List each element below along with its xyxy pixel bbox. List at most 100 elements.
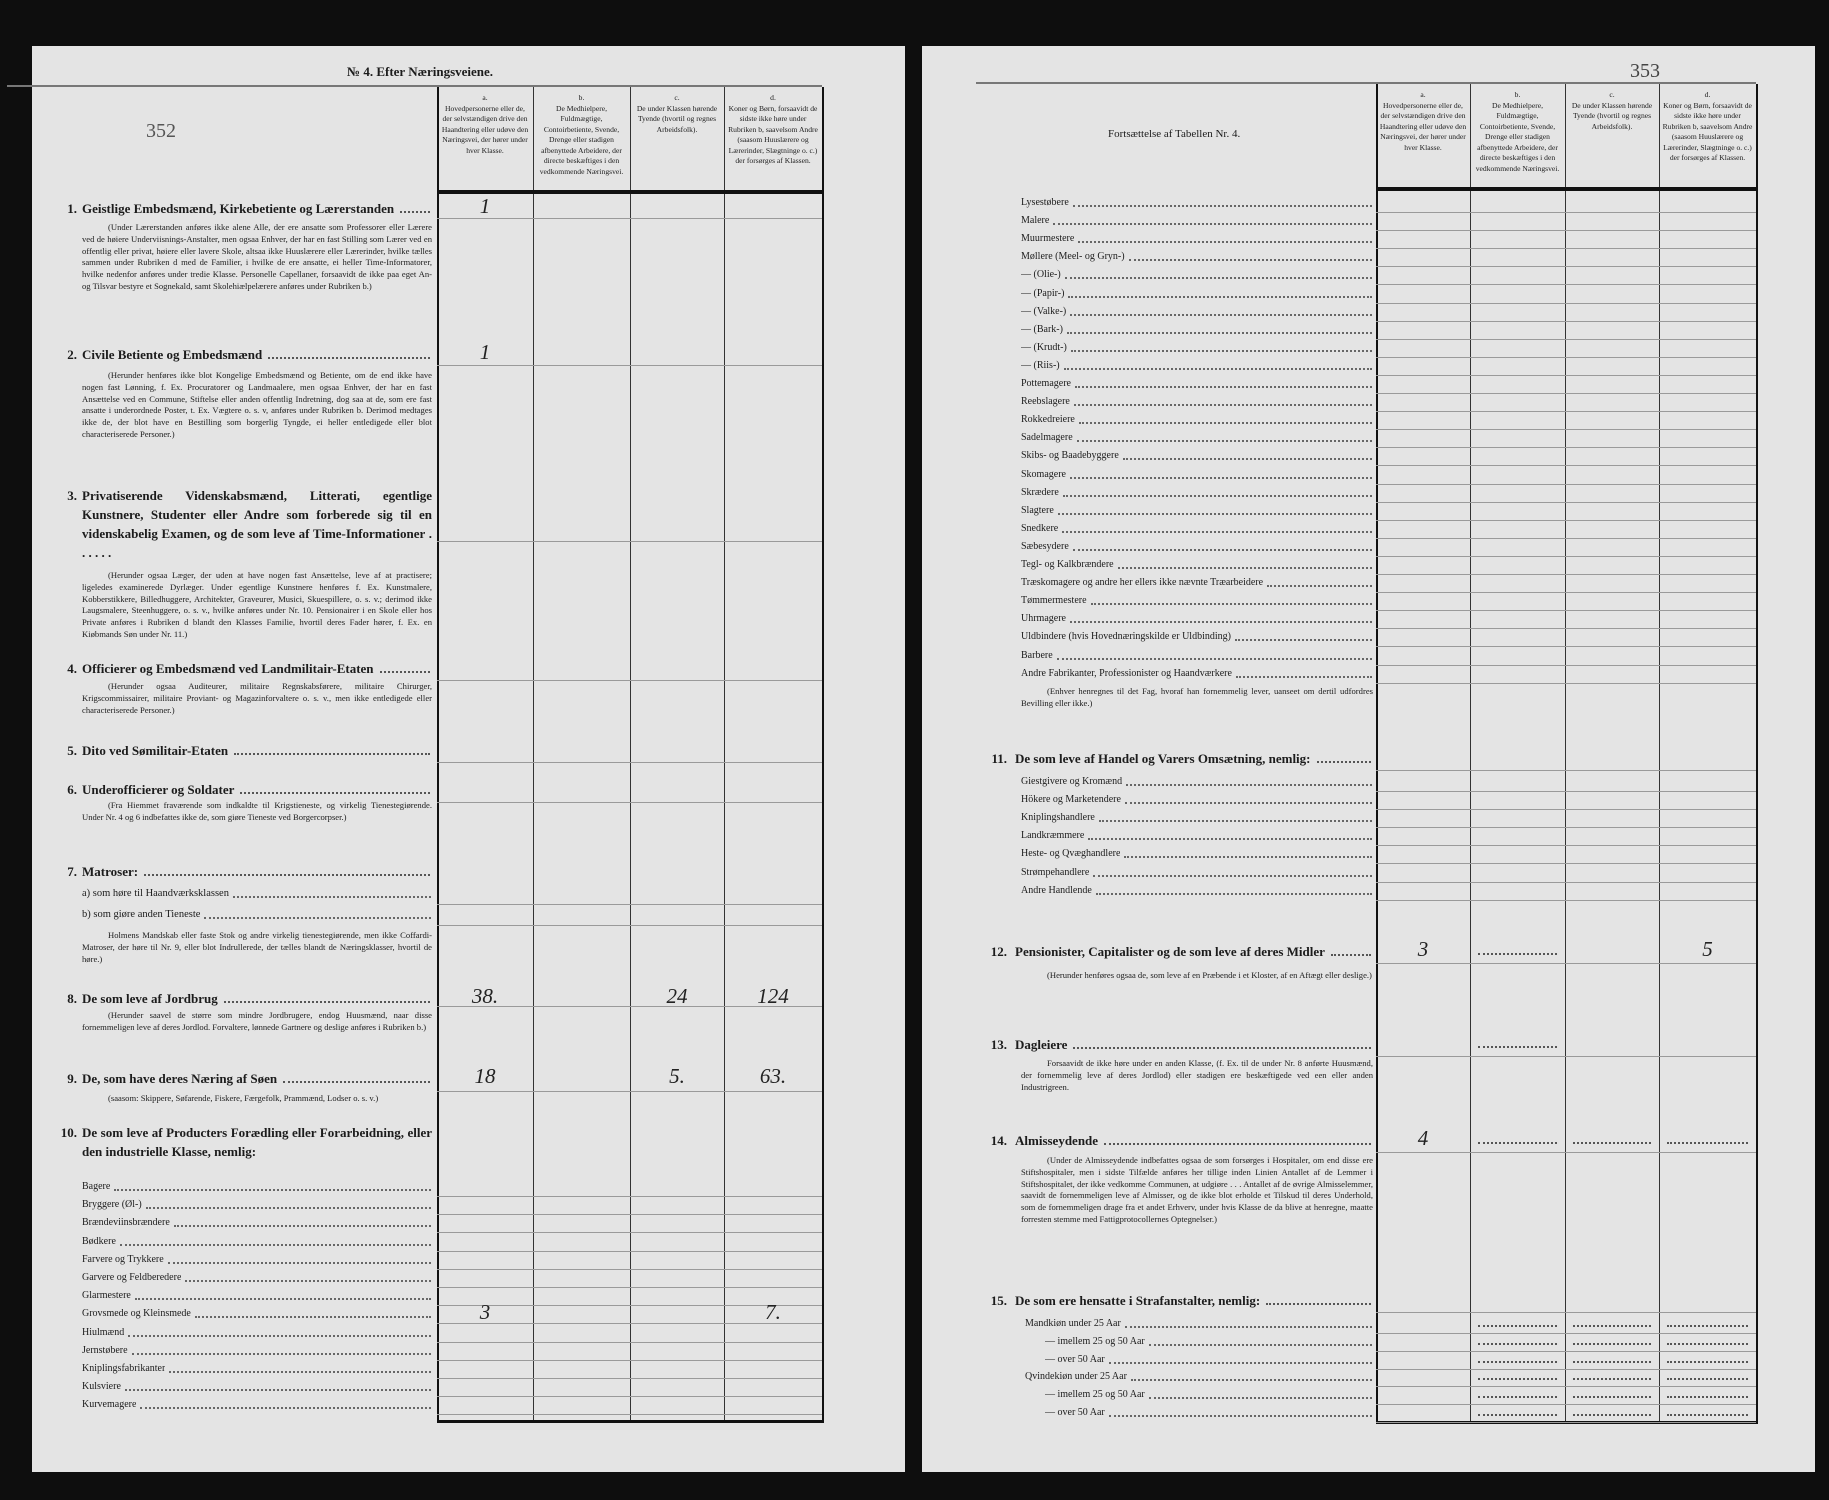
- leader-dots: [1124, 802, 1372, 805]
- right-row-rule: [1376, 266, 1756, 268]
- section-title: Civile Betiente og Embedsmænd: [82, 346, 432, 363]
- leader-dots: [204, 917, 431, 919]
- section-note: (Herunder saavel de større som mindre Jo…: [82, 1010, 432, 1032]
- label-text: Giestgivere og Kromænd: [1021, 776, 1123, 787]
- section-note: (Herunder henføres ogsaa de, som leve af…: [1047, 970, 1372, 980]
- left-bottom-rule: [437, 1420, 824, 1423]
- leader-dots: [1124, 856, 1372, 859]
- label-text: Uhrmagere: [1021, 613, 1066, 625]
- section-note: (Herunder henføres ikke blot Kongelige E…: [82, 370, 432, 439]
- right-row-rule: [1376, 1404, 1756, 1406]
- label-text: Hökere og Marketendere: [1021, 794, 1121, 806]
- leader-dots: [223, 1001, 430, 1003]
- section-number: 10.: [60, 1125, 77, 1140]
- left-row-rule: [437, 802, 822, 803]
- left-row-rule: [437, 1006, 822, 1007]
- label-text: Skibs- og Baadebyggere: [1021, 450, 1119, 462]
- left-handwritten-c: 5.: [669, 1064, 685, 1088]
- left-column-header-d: d. Koner og Børn, forsaavidt de sidste ik…: [727, 93, 819, 167]
- column-letter: c.: [1609, 90, 1615, 99]
- section-note: (Under de Almisseydende indbefattes ogsa…: [1021, 1155, 1373, 1224]
- label-text: Almisseydende: [1015, 1133, 1099, 1148]
- right-row-rule: [1376, 628, 1756, 630]
- label-text: a) som høre til Haandværksklassen: [82, 888, 229, 899]
- leader-dots: [1063, 367, 1372, 370]
- industry-item: Møllere (Meel- og Gryn-): [1021, 250, 1373, 264]
- label-text: Sæbesydere: [1021, 540, 1069, 552]
- trade-item: Andre Handlende: [1021, 884, 1373, 898]
- left-row-rule: [437, 925, 822, 926]
- column-letter: b.: [1514, 90, 1521, 99]
- section-number: 12.: [990, 944, 1007, 959]
- left-row-rule: [437, 1378, 822, 1379]
- leader-dots: [1093, 874, 1372, 877]
- right-row-rule: [1376, 791, 1756, 792]
- section-title: Officierer og Embedsmænd ved Landmilitai…: [82, 660, 432, 677]
- left-row-rule: [437, 1414, 822, 1416]
- label-text: — (Riis-): [1021, 359, 1060, 371]
- label-text: Pensionister, Capitalister og de som lev…: [1015, 944, 1325, 959]
- label-text: Malere: [1021, 215, 1050, 227]
- prison-item: — imellem 25 og 50 Aar: [1045, 1388, 1373, 1402]
- leader-dots: [1076, 440, 1372, 443]
- right-row-rule: [1376, 429, 1756, 431]
- section-number: 14.: [990, 1133, 1007, 1148]
- industry-item: Træskomagere og andre her ellers ikke næ…: [1021, 576, 1373, 590]
- right-row-rule: [1376, 393, 1756, 394]
- leader-dots: [124, 1389, 431, 1392]
- section-note: (Fra Hiemmet fraværende som indkaldte ti…: [82, 800, 432, 822]
- industry-item: Bryggere (Øl-): [82, 1198, 432, 1212]
- section-title: Dito ved Sømilitair-Etaten: [82, 742, 432, 759]
- right-row-rule: [1376, 483, 1756, 485]
- column-description: De under Klassen hørende Tyende (hvortil…: [636, 103, 718, 134]
- left-page: [32, 46, 905, 1472]
- section-title: Pensionister, Capitalister og de som lev…: [1015, 943, 1373, 960]
- label-text: Skomagere: [1021, 468, 1066, 480]
- leader-dots: [1108, 1415, 1372, 1417]
- label-text: Reebslagere: [1021, 396, 1070, 408]
- label-text: Lysestøbere: [1021, 197, 1069, 208]
- label-text: Sadelmagere: [1021, 432, 1073, 444]
- label-text: Brændeviinsbrændere: [82, 1217, 170, 1229]
- right-row-rule: [1376, 664, 1756, 666]
- label-text: b) som giøre anden Tieneste: [82, 909, 201, 920]
- label-text: Bagere: [82, 1181, 111, 1192]
- industry-item: Glarmestere: [82, 1289, 432, 1303]
- industry-item: Slagtere: [1021, 504, 1373, 518]
- right-handwritten-a: 3: [1417, 937, 1429, 961]
- industry-item: Bødkere: [82, 1235, 432, 1249]
- section-number: 7.: [67, 864, 77, 879]
- label-text: Uldbindere (hvis Hovednæringskilde er Ul…: [1021, 631, 1231, 643]
- label-text: De som leve af Handel og Varers Omsætnin…: [1015, 751, 1311, 766]
- leader-dots: [379, 671, 430, 673]
- left-row-rule: [437, 762, 822, 763]
- left-row-rule: [437, 1232, 822, 1234]
- label-text: Træskomagere og andre her ellers ikke næ…: [1021, 577, 1264, 589]
- left-row-rule: [437, 365, 822, 366]
- right-header-rule: [1376, 187, 1758, 191]
- right-dotted-blank-b: [1478, 1142, 1557, 1144]
- label-text: Andre Fabrikanter, Professionister og Ha…: [1021, 667, 1232, 679]
- section-note: (Under Lærerstanden anføres ikke alene A…: [82, 222, 432, 291]
- industry-item: Barbere: [1021, 649, 1373, 663]
- right-row-rule: [1376, 374, 1756, 376]
- label-text: Dito ved Sømilitair-Etaten: [82, 743, 229, 758]
- label-text: — (Papir-): [1021, 287, 1065, 299]
- trade-item: Heste- og Qvæghandlere: [1021, 847, 1373, 861]
- leader-dots: [1126, 784, 1372, 786]
- section-title: De, som have deres Næring af Søen: [82, 1070, 432, 1087]
- right-dotted-blank-c: [1573, 1360, 1651, 1363]
- leader-dots: [1064, 277, 1372, 280]
- leader-dots: [1070, 476, 1372, 479]
- right-row-rule: [1376, 465, 1756, 467]
- leader-dots: [1234, 639, 1372, 642]
- trade-item: Strømpehandlere: [1021, 866, 1373, 880]
- left-row-rule: [437, 1359, 822, 1361]
- label-text: — imellem 25 og 50 Aar: [1045, 1335, 1145, 1347]
- prison-item: — over 50 Aar: [1045, 1353, 1373, 1367]
- right-row-rule: [1376, 682, 1756, 684]
- prison-item: Qvindekiøn under 25 Aar: [1025, 1370, 1373, 1384]
- leader-dots: [1062, 494, 1372, 497]
- trade-item: Hökere og Marketendere: [1021, 793, 1373, 807]
- industry-item: — (Riis-): [1021, 359, 1373, 373]
